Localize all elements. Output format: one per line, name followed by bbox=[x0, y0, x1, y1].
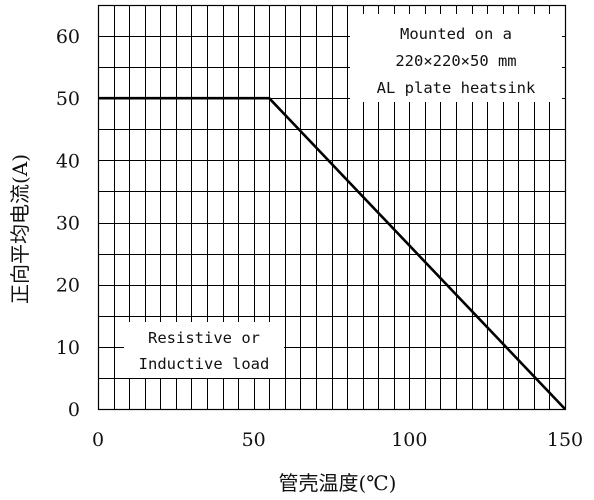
x-tick-label: 150 bbox=[547, 429, 583, 451]
plot-frame bbox=[97, 4, 567, 411]
heatsink-note-background bbox=[350, 14, 562, 102]
x-tick-label: 0 bbox=[92, 429, 104, 451]
load-note-line-1: Resistive or bbox=[148, 329, 260, 347]
y-tick-label: 60 bbox=[56, 26, 80, 48]
load-note-line-2: Inductive load bbox=[139, 355, 270, 373]
y-tick-label: 20 bbox=[56, 275, 80, 297]
x-tick-label: 100 bbox=[391, 429, 427, 451]
y-tick-label: 10 bbox=[56, 337, 80, 359]
series-line-1 bbox=[98, 96, 566, 410]
heatsink-note: Mounted on a 220×220×50 mm AL plate heat… bbox=[350, 14, 562, 102]
x-tick-label: 50 bbox=[242, 429, 266, 451]
y-tick-label: 50 bbox=[56, 88, 80, 110]
heatsink-note-line-1: Mounted on a bbox=[400, 25, 512, 43]
y-tick-label: 30 bbox=[56, 213, 80, 235]
heatsink-note-line-2: 220×220×50 mm bbox=[395, 52, 516, 70]
x-axis-title: 管壳温度(℃) bbox=[279, 471, 397, 495]
load-note: Resistive or Inductive load bbox=[124, 322, 284, 378]
y-tick-label: 40 bbox=[56, 150, 80, 172]
series-layer bbox=[98, 96, 566, 410]
x-tick-labels: 0 50 100 150 bbox=[92, 429, 583, 451]
heatsink-note-line-3: AL plate heatsink bbox=[377, 79, 536, 97]
y-axis-title: 正向平均电流(A) bbox=[8, 154, 32, 304]
y-tick-label: 0 bbox=[68, 399, 80, 421]
y-tick-labels: 0 10 20 30 40 50 60 bbox=[56, 26, 80, 421]
load-note-background bbox=[124, 322, 284, 378]
